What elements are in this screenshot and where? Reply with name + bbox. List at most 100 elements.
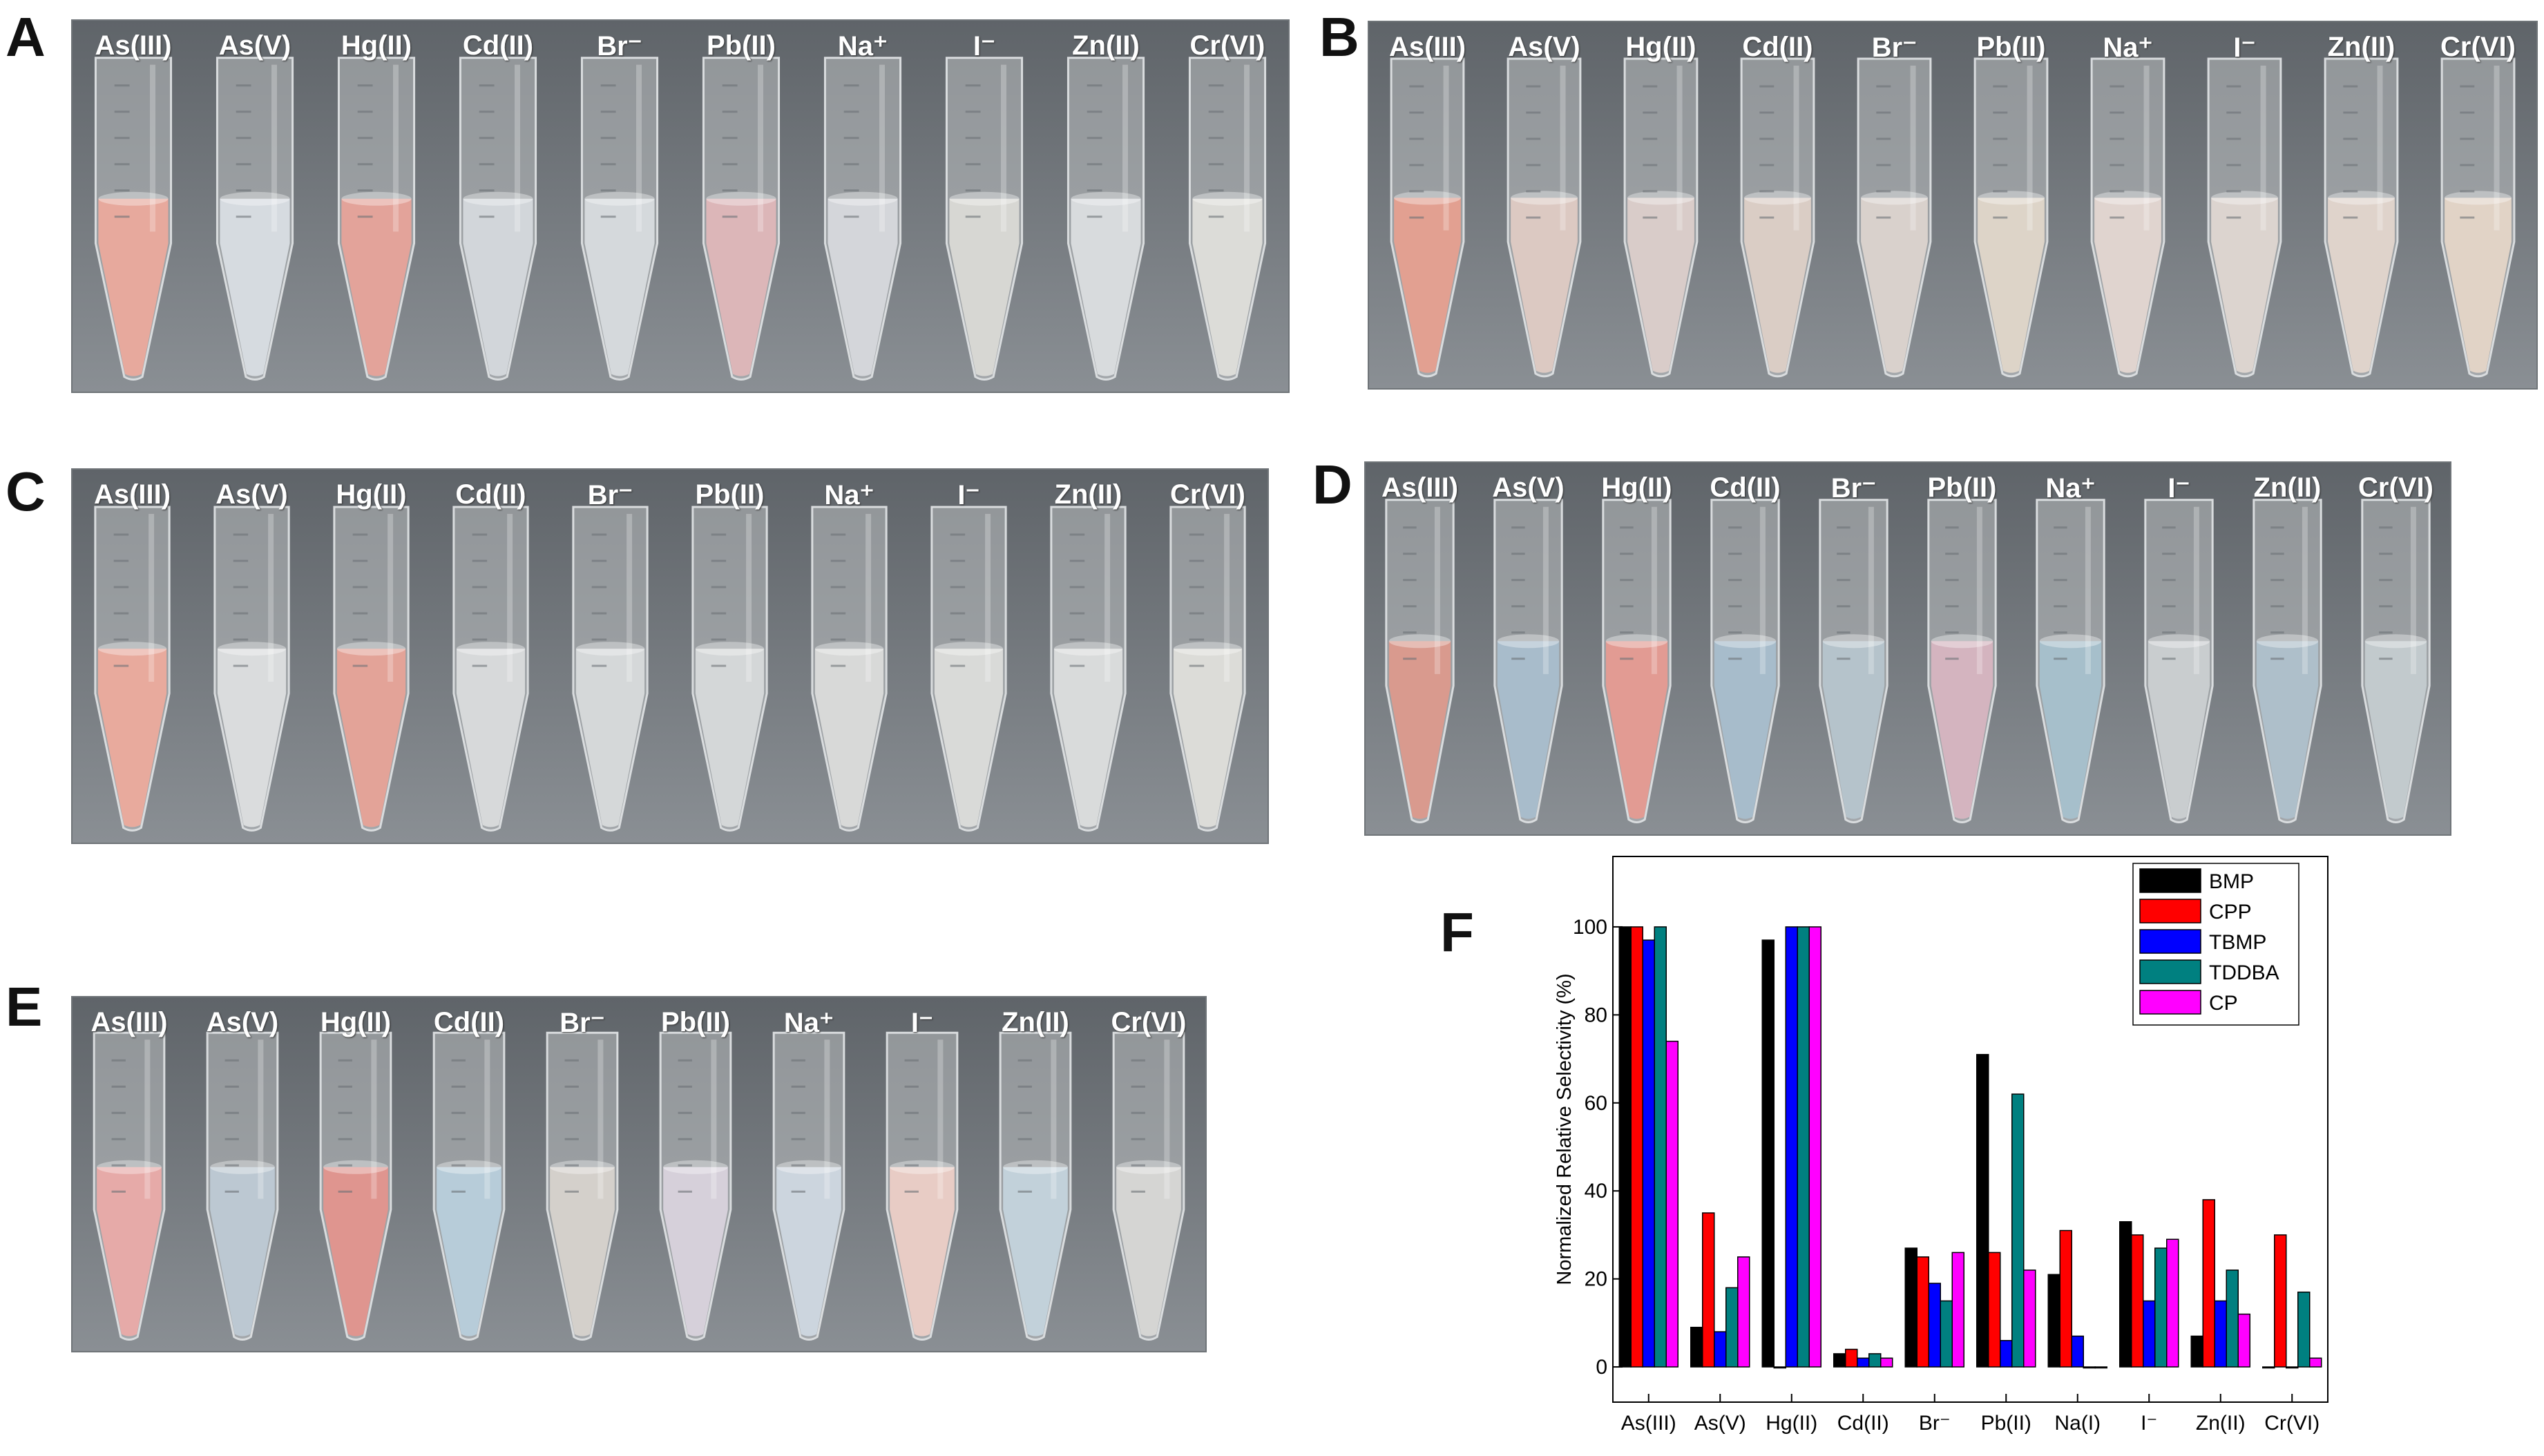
x-tick-label: Cr(VI) bbox=[2264, 1412, 2320, 1435]
bar-bmp-4 bbox=[1904, 1247, 1917, 1368]
tube bbox=[93, 1031, 166, 1341]
bar-cp-4 bbox=[1951, 1252, 1964, 1368]
y-tick-label: 80 bbox=[1585, 1004, 1607, 1026]
tube-label: Zn(II) bbox=[1054, 479, 1122, 510]
y-tick-label: 20 bbox=[1585, 1268, 1607, 1291]
tube-label: As(III) bbox=[1388, 32, 1466, 62]
tube bbox=[94, 57, 173, 381]
tube bbox=[2253, 499, 2322, 823]
tube-label: As(III) bbox=[93, 479, 171, 510]
legend-label-bmp: BMP bbox=[2209, 870, 2254, 893]
tube bbox=[1112, 1031, 1185, 1341]
bar-bmp-9 bbox=[2262, 1366, 2275, 1369]
x-tick-label: As(III) bbox=[1621, 1412, 1676, 1435]
bar-cp-0 bbox=[1665, 1040, 1679, 1368]
tube bbox=[2207, 57, 2282, 378]
tube bbox=[1385, 499, 1455, 823]
x-tick-label: Hg(II) bbox=[1766, 1412, 1817, 1435]
tube-label: Cd(II) bbox=[1710, 472, 1781, 503]
tube-label: As(V) bbox=[1492, 472, 1565, 503]
x-tick-label: I⁻ bbox=[2141, 1412, 2157, 1435]
y-axis-label: Normalized Relative Selectivity (%) bbox=[1553, 973, 1576, 1285]
bar-tddba-6 bbox=[2083, 1366, 2096, 1369]
bar-bmp-2 bbox=[1761, 939, 1775, 1368]
tube bbox=[2440, 57, 2516, 378]
tube bbox=[546, 1031, 619, 1341]
bar-tddba-8 bbox=[2226, 1270, 2239, 1368]
tube bbox=[1857, 57, 1932, 378]
bar-cp-2 bbox=[1808, 926, 1821, 1368]
bar-bmp-0 bbox=[1618, 926, 1632, 1368]
bar-cpp-9 bbox=[2274, 1234, 2287, 1368]
tube-label: Na⁺ bbox=[2045, 473, 2096, 504]
bar-tddba-2 bbox=[1797, 926, 1810, 1368]
legend-label-tddba: TDDBA bbox=[2209, 961, 2279, 984]
panel-letter-a: A bbox=[6, 6, 46, 68]
tube bbox=[337, 57, 416, 381]
tube bbox=[432, 1031, 506, 1341]
photo-panel-e: As(III) As(V) Hg(II) Cd(II) Br⁻ Pb(II) Na⁺ I⁻ Zn… bbox=[71, 996, 1207, 1352]
tube-label: Pb(II) bbox=[695, 479, 765, 510]
tube bbox=[823, 57, 902, 381]
tube-label: Pb(II) bbox=[1976, 32, 2046, 62]
bar-cp-8 bbox=[2237, 1313, 2250, 1368]
bar-tbmp-9 bbox=[2286, 1366, 2299, 1369]
x-tick-label: Pb(II) bbox=[1981, 1412, 2031, 1435]
tube-label: I⁻ bbox=[973, 31, 996, 61]
tube bbox=[1067, 57, 1145, 381]
tube-label: Pb(II) bbox=[661, 1007, 730, 1037]
tube bbox=[94, 506, 171, 832]
tube-label: Br⁻ bbox=[560, 1008, 605, 1038]
tube-label: Zn(II) bbox=[1002, 1007, 1069, 1037]
tube bbox=[945, 57, 1024, 381]
bar-cpp-1 bbox=[1702, 1212, 1715, 1368]
tube-label: Cd(II) bbox=[462, 30, 534, 61]
tube-label: Pb(II) bbox=[1927, 472, 1997, 503]
bar-tbmp-8 bbox=[2214, 1300, 2227, 1368]
bar-tbmp-0 bbox=[1642, 939, 1655, 1368]
tube bbox=[772, 1031, 845, 1341]
bar-tddba-9 bbox=[2297, 1291, 2311, 1368]
panel-letter-f: F bbox=[1440, 901, 1474, 963]
bar-cpp-4 bbox=[1916, 1256, 1929, 1368]
legend: BMP CPP TBMP TDDBA CP bbox=[2132, 863, 2299, 1026]
tube bbox=[2090, 57, 2165, 378]
tube bbox=[1390, 57, 1465, 378]
legend-swatch-cpp bbox=[2139, 899, 2201, 923]
tube-label: I⁻ bbox=[957, 480, 980, 510]
bar-bmp-1 bbox=[1690, 1326, 1703, 1368]
tube-label: As(V) bbox=[1508, 32, 1580, 62]
tube-label: I⁻ bbox=[2233, 32, 2256, 63]
x-tick-label: Na(I) bbox=[2054, 1412, 2101, 1435]
tube-label: As(V) bbox=[206, 1007, 279, 1037]
legend-swatch-cp bbox=[2139, 990, 2201, 1015]
bar-cp-3 bbox=[1880, 1357, 1893, 1368]
bar-cpp-8 bbox=[2202, 1199, 2215, 1368]
tube bbox=[2361, 499, 2431, 823]
panel-letter-e: E bbox=[6, 976, 43, 1037]
bar-cpp-2 bbox=[1773, 1366, 1786, 1369]
tube-label: I⁻ bbox=[910, 1008, 934, 1038]
tube-label: Cd(II) bbox=[455, 479, 526, 510]
x-tick-label: As(V) bbox=[1694, 1412, 1746, 1435]
tube-label: Cd(II) bbox=[1742, 32, 1813, 62]
photo-panel-c: As(III) As(V) Hg(II) Cd(II) Br⁻ Pb(II) Na⁺ I⁻ Zn… bbox=[71, 468, 1269, 844]
bar-cpp-7 bbox=[2131, 1234, 2144, 1368]
y-tick-label: 100 bbox=[1573, 916, 1607, 939]
bar-tddba-0 bbox=[1654, 926, 1667, 1368]
legend-swatch-tbmp bbox=[2139, 929, 2201, 954]
tube-label: Na⁺ bbox=[824, 480, 874, 510]
photo-panel-a: As(III) As(V) Hg(II) Cd(II) Br⁻ Pb(II) Na⁺ I⁻ Zn… bbox=[71, 19, 1290, 393]
tube-label: Br⁻ bbox=[597, 31, 642, 61]
tube-label: Zn(II) bbox=[1072, 30, 1140, 61]
bar-bmp-3 bbox=[1833, 1353, 1846, 1368]
x-tick-label: Cd(II) bbox=[1837, 1412, 1889, 1435]
tube bbox=[213, 506, 290, 832]
tube-label: Hg(II) bbox=[320, 1007, 392, 1037]
selectivity-bar-chart: 0 20 40 60 80 100 Normalized Relative Selectiv… bbox=[1553, 856, 2328, 1435]
tube bbox=[319, 1031, 392, 1341]
y-tick-label: 40 bbox=[1585, 1180, 1607, 1203]
tube-label: As(III) bbox=[95, 30, 172, 61]
tube-label: Hg(II) bbox=[1601, 472, 1672, 503]
bar-cpp-0 bbox=[1630, 926, 1643, 1368]
